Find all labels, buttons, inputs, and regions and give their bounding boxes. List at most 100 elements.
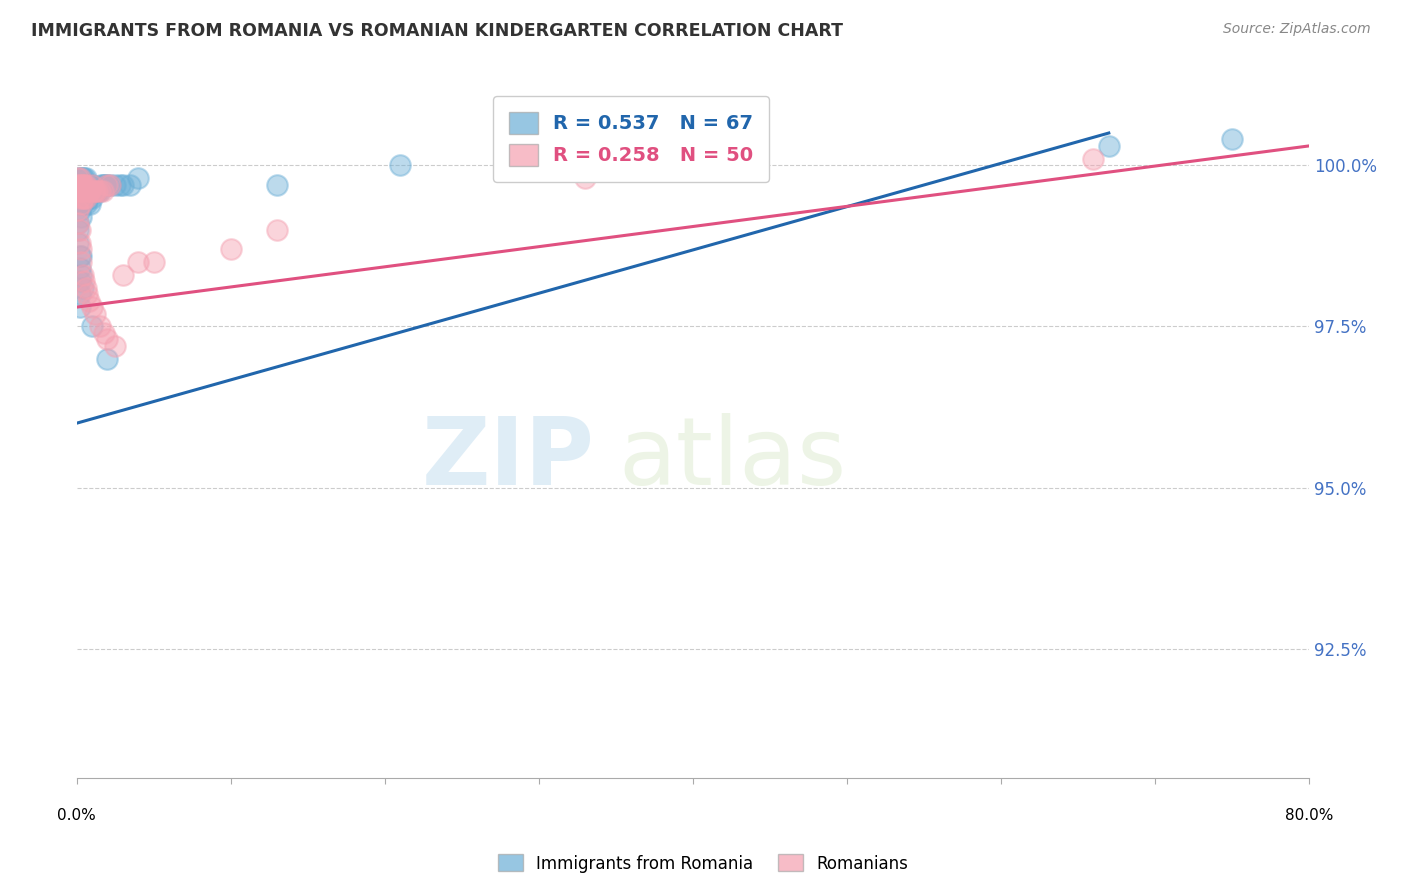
- Point: [70, 255, 93, 269]
- Text: atlas: atlas: [619, 413, 848, 505]
- Point: [104, 178, 127, 192]
- Point: [67, 184, 90, 198]
- Point: [70, 178, 93, 192]
- Point: [111, 178, 134, 192]
- Point: [73, 190, 96, 204]
- Point: [80, 190, 103, 204]
- Point: [83, 184, 105, 198]
- Point: [127, 171, 149, 186]
- Point: [89, 319, 111, 334]
- Point: [76, 190, 98, 204]
- Point: [67, 216, 90, 230]
- Point: [100, 178, 122, 192]
- Point: [69, 235, 91, 250]
- Point: [75, 197, 97, 211]
- Text: ZIP: ZIP: [422, 413, 595, 505]
- Point: [72, 281, 94, 295]
- Point: [77, 293, 100, 308]
- Point: [76, 184, 98, 198]
- Point: [80, 178, 103, 192]
- Point: [70, 248, 93, 262]
- Point: [69, 171, 91, 186]
- Point: [120, 178, 142, 192]
- Point: [96, 178, 118, 192]
- Point: [86, 184, 108, 198]
- Point: [75, 171, 97, 186]
- Point: [69, 171, 91, 186]
- Point: [96, 178, 118, 192]
- Point: [1098, 139, 1121, 153]
- Point: [69, 203, 91, 218]
- Point: [69, 248, 91, 262]
- Point: [266, 178, 288, 192]
- Text: IMMIGRANTS FROM ROMANIA VS ROMANIAN KINDERGARTEN CORRELATION CHART: IMMIGRANTS FROM ROMANIA VS ROMANIAN KIND…: [31, 22, 844, 40]
- Point: [70, 197, 93, 211]
- Text: Source: ZipAtlas.com: Source: ZipAtlas.com: [1223, 22, 1371, 37]
- Point: [93, 326, 115, 340]
- Point: [84, 184, 107, 198]
- Point: [72, 178, 94, 192]
- Point: [219, 242, 242, 256]
- Point: [67, 184, 90, 198]
- Point: [94, 178, 117, 192]
- Point: [70, 171, 93, 186]
- Point: [91, 184, 114, 198]
- Point: [127, 255, 149, 269]
- Point: [80, 178, 103, 192]
- Point: [1083, 152, 1105, 166]
- Point: [574, 171, 596, 186]
- Legend: R = 0.537   N = 67, R = 0.258   N = 50: R = 0.537 N = 67, R = 0.258 N = 50: [494, 96, 769, 182]
- Point: [142, 255, 165, 269]
- Point: [67, 171, 90, 186]
- Point: [67, 178, 90, 192]
- Point: [75, 178, 97, 192]
- Point: [266, 223, 288, 237]
- Point: [73, 178, 96, 192]
- Point: [70, 268, 93, 282]
- Point: [72, 197, 94, 211]
- Point: [70, 210, 93, 224]
- Point: [69, 178, 91, 192]
- Point: [69, 223, 91, 237]
- Point: [93, 178, 115, 192]
- Legend: Immigrants from Romania, Romanians: Immigrants from Romania, Romanians: [491, 847, 915, 880]
- Point: [90, 178, 112, 192]
- Point: [67, 235, 90, 250]
- Point: [69, 300, 91, 314]
- Point: [67, 178, 90, 192]
- Point: [73, 274, 96, 288]
- Point: [75, 184, 97, 198]
- Point: [69, 178, 91, 192]
- Point: [69, 184, 91, 198]
- Point: [67, 223, 90, 237]
- Point: [111, 268, 134, 282]
- Point: [69, 287, 91, 301]
- Point: [75, 281, 97, 295]
- Point: [84, 307, 107, 321]
- Text: 80.0%: 80.0%: [1285, 808, 1333, 823]
- Point: [69, 190, 91, 204]
- Point: [70, 184, 93, 198]
- Point: [72, 171, 94, 186]
- Point: [87, 184, 110, 198]
- Point: [73, 190, 96, 204]
- Point: [89, 184, 111, 198]
- Point: [108, 178, 131, 192]
- Text: 0.0%: 0.0%: [58, 808, 96, 823]
- Point: [77, 184, 100, 198]
- Point: [79, 184, 101, 198]
- Point: [80, 319, 103, 334]
- Point: [73, 171, 96, 186]
- Point: [96, 332, 118, 346]
- Point: [76, 178, 98, 192]
- Point: [67, 203, 90, 218]
- Point: [77, 178, 100, 192]
- Point: [104, 339, 127, 353]
- Point: [84, 184, 107, 198]
- Point: [86, 184, 108, 198]
- Point: [96, 351, 118, 366]
- Point: [69, 274, 91, 288]
- Point: [70, 190, 93, 204]
- Point: [91, 178, 114, 192]
- Point: [83, 184, 105, 198]
